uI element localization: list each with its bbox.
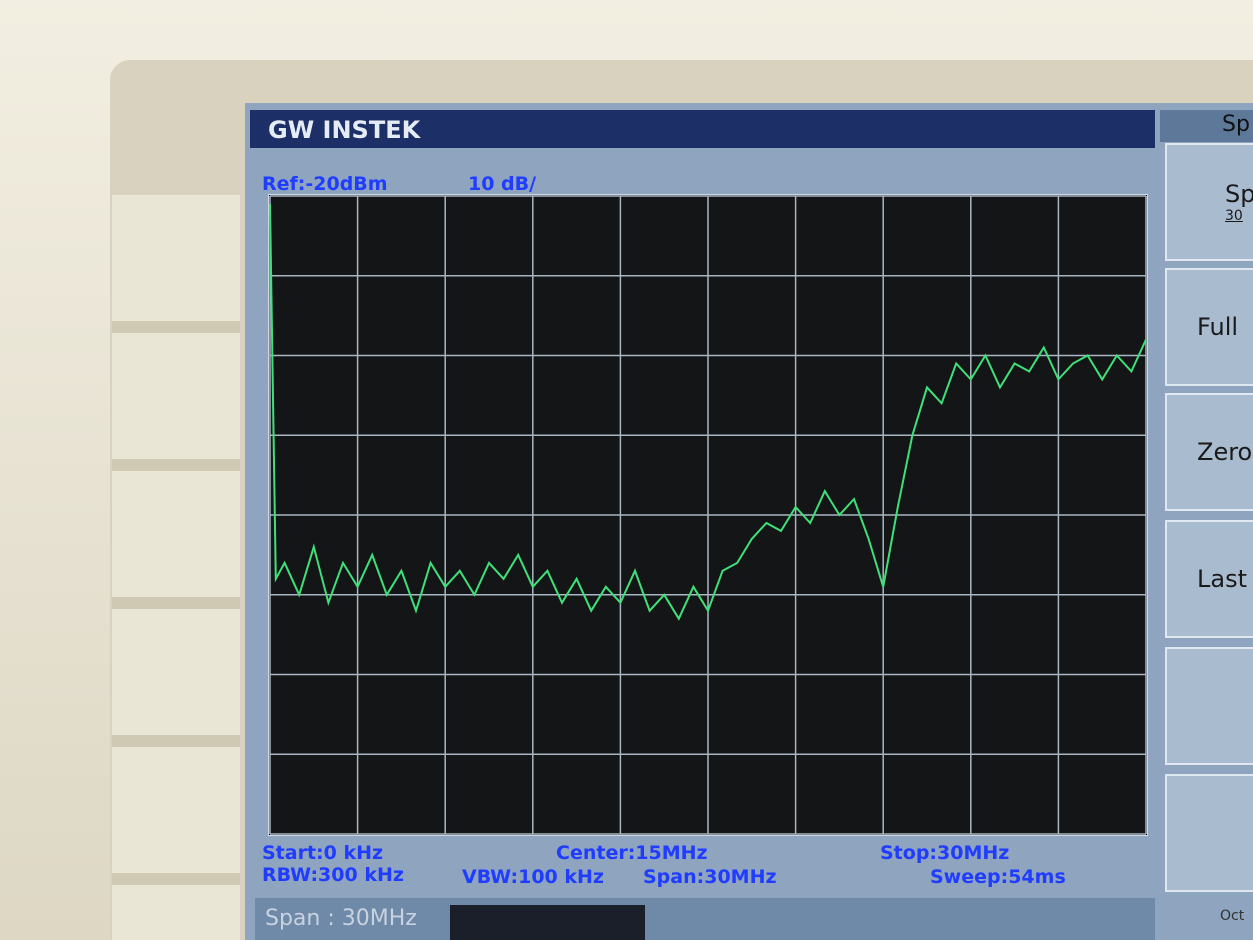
device: GW INSTEK Ref:-20dBm 10 dB/ Start:0 kHz … [0,0,1253,940]
vbw: VBW:100 kHz [462,866,604,888]
menu-footer: Oct [1220,908,1244,924]
side-keys [112,195,240,940]
input-box [450,905,645,940]
scale: 10 dB/ [468,173,536,195]
button-value: 30 [1225,208,1243,224]
menu-button[interactable] [1165,774,1253,892]
span: Span:30MHz [643,866,777,888]
plot [268,194,1148,836]
rbw: RBW:300 kHz [262,864,404,886]
menu-button[interactable] [1165,647,1253,765]
menu-button[interactable]: Full [1165,268,1253,386]
logo: GW INSTEK [268,116,420,144]
center: Center:15MHz [556,842,708,864]
menu-title: Sp [1222,112,1250,137]
menu-button[interactable]: Last [1165,520,1253,638]
sweep: Sweep:54ms [930,866,1066,888]
menu-button[interactable]: Zero [1165,393,1253,511]
start: Start:0 kHz [262,842,383,864]
ref-level: Ref:-20dBm [262,173,388,195]
button-label: Sp [1225,180,1253,208]
input-text: Span : 30MHz [265,906,417,931]
stop: Stop:30MHz [880,842,1009,864]
